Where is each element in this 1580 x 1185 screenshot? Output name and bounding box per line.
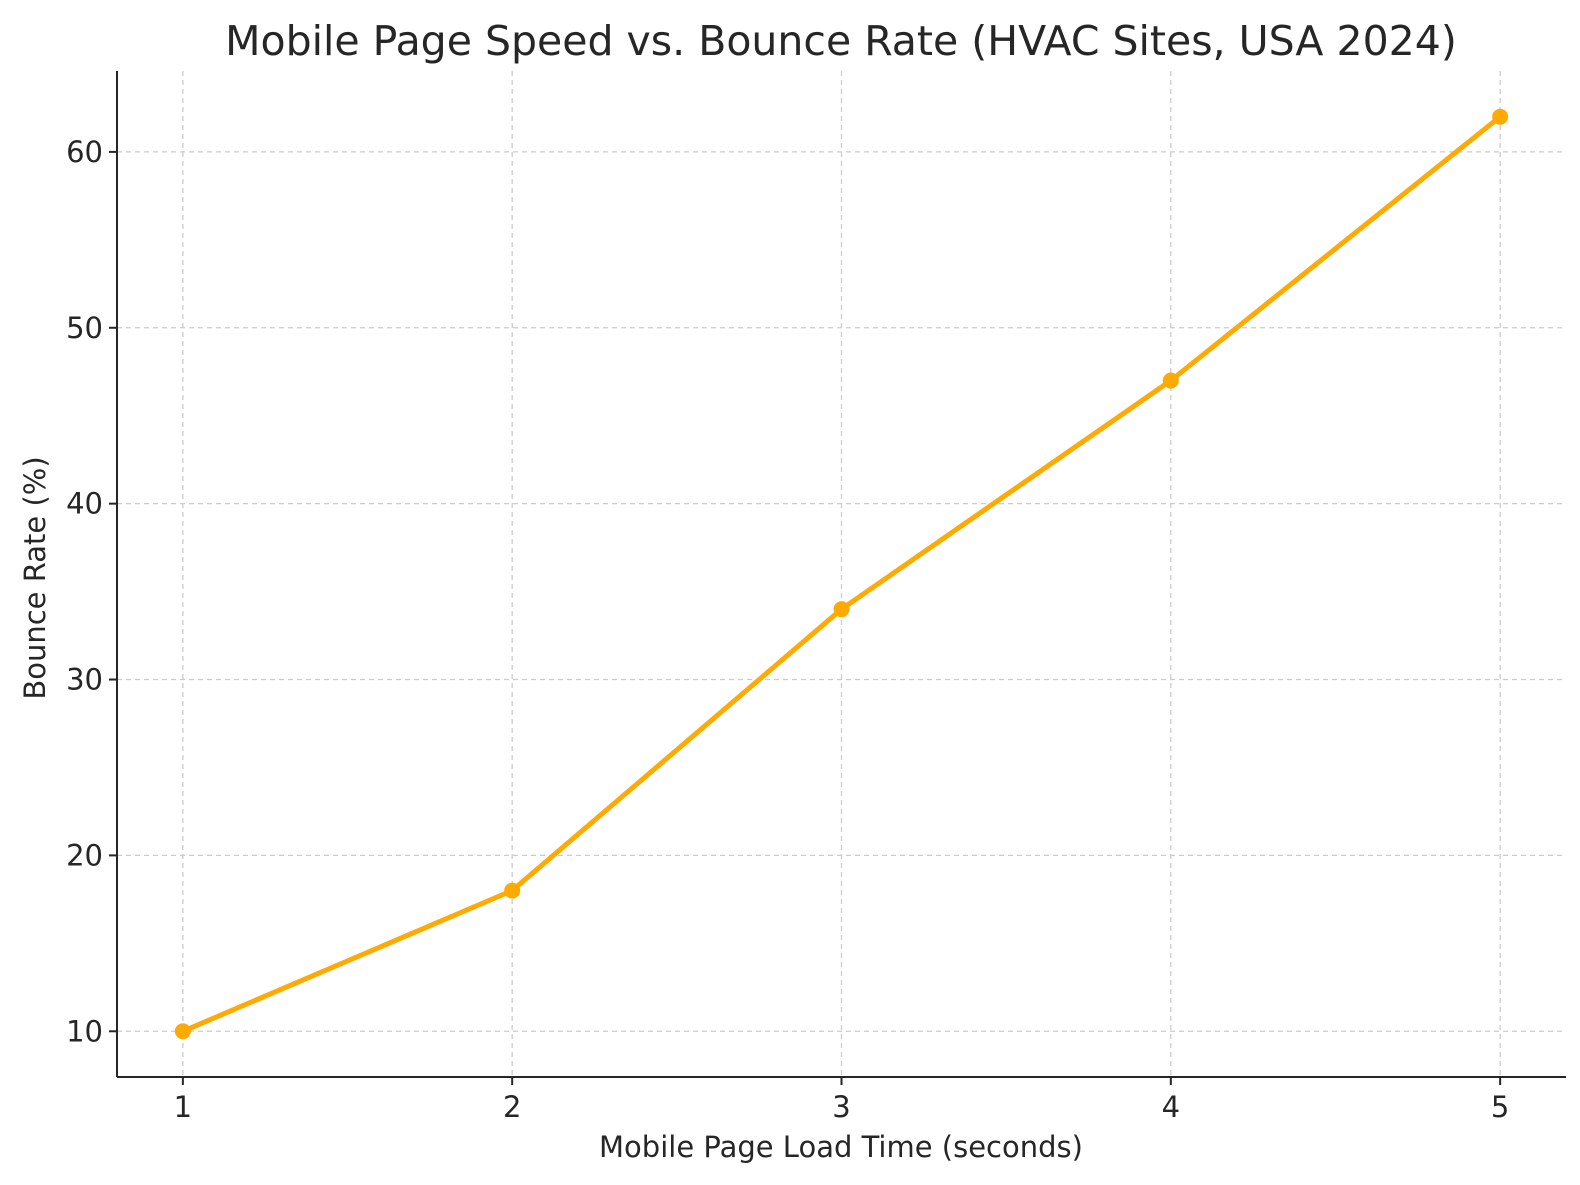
y-axis-label: Bounce Rate (%) (18, 456, 52, 699)
x-axis-label: Mobile Page Load Time (seconds) (599, 1130, 1083, 1164)
x-tick-label: 5 (1491, 1090, 1509, 1124)
data-point (1492, 108, 1509, 125)
x-tick-label: 1 (174, 1090, 192, 1124)
data-point (833, 601, 850, 618)
ticks: 1 2 3 4 5 10 20 30 40 50 60 (66, 135, 1509, 1124)
y-tick-label: 30 (66, 663, 103, 697)
y-tick-label: 40 (66, 487, 103, 521)
x-tick-label: 2 (503, 1090, 521, 1124)
grid (117, 71, 1566, 1077)
data-point (174, 1023, 191, 1040)
data-point (504, 882, 521, 899)
x-tick-label: 4 (1162, 1090, 1180, 1124)
y-tick-label: 50 (66, 311, 103, 345)
x-tick-label: 3 (832, 1090, 850, 1124)
y-tick-label: 10 (66, 1014, 103, 1048)
chart-title: Mobile Page Speed vs. Bounce Rate (HVAC … (225, 17, 1457, 65)
y-tick-label: 60 (66, 135, 103, 169)
series (174, 108, 1509, 1040)
y-tick-label: 20 (66, 838, 103, 872)
data-point (1162, 372, 1179, 389)
